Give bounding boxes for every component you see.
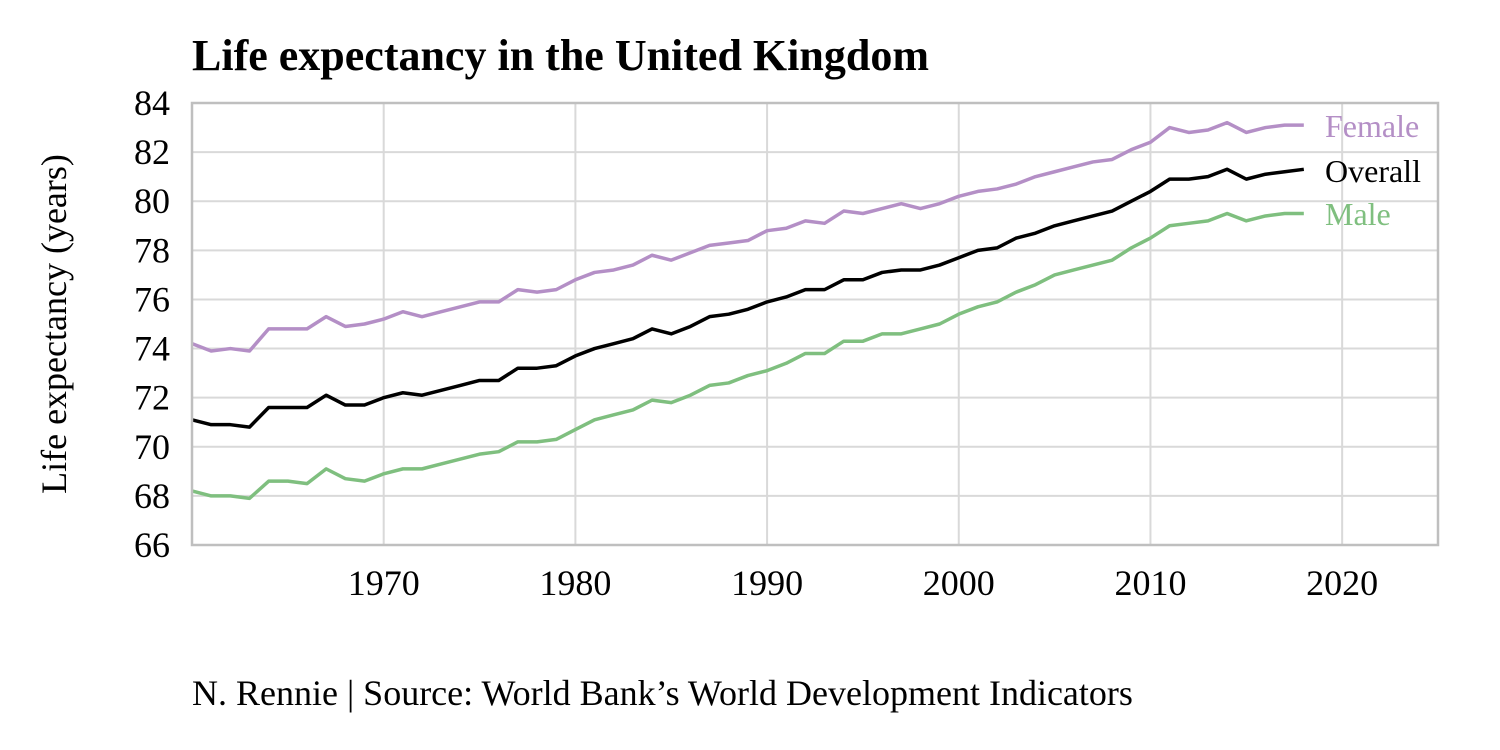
y-tick-labels: 66 68 70 72 74 76 78 80 82 84	[134, 83, 170, 565]
series-line-female	[191, 120, 1304, 353]
y-tick-label: 84	[134, 83, 170, 123]
grid	[192, 102, 1438, 546]
chart-title: Life expectancy in the United Kingdom	[192, 31, 929, 80]
y-tick-label: 70	[134, 427, 170, 467]
y-tick-label: 82	[134, 132, 170, 172]
x-tick-label: 2010	[1114, 563, 1186, 603]
y-tick-label: 72	[134, 378, 170, 418]
y-tick-label: 76	[134, 279, 170, 319]
legend: Female Overall Male	[1325, 108, 1421, 232]
y-axis-label: Life expectancy (years)	[34, 154, 74, 494]
y-tick-label: 78	[134, 230, 170, 270]
series-line-overall	[191, 167, 1305, 429]
x-tick-label: 2020	[1306, 563, 1378, 603]
x-tick-label: 2000	[923, 563, 995, 603]
series-lines	[191, 120, 1305, 501]
x-tick-label: 1990	[731, 563, 803, 603]
plot-frame	[190, 101, 1440, 547]
y-tick-label: 80	[134, 181, 170, 221]
x-tick-labels: 1970 1980 1990 2000 2010 2020	[348, 563, 1378, 603]
source-caption: N. Rennie | Source: World Bank’s World D…	[192, 673, 1133, 713]
x-tick-label: 1980	[539, 563, 611, 603]
series-line-male	[191, 211, 1304, 501]
y-tick-label: 66	[134, 525, 170, 565]
x-tick-label: 1970	[348, 563, 420, 603]
legend-label-male: Male	[1325, 196, 1391, 232]
legend-label-overall: Overall	[1325, 153, 1421, 189]
y-tick-label: 74	[134, 329, 170, 369]
legend-label-female: Female	[1325, 108, 1419, 144]
y-tick-label: 68	[134, 476, 170, 516]
